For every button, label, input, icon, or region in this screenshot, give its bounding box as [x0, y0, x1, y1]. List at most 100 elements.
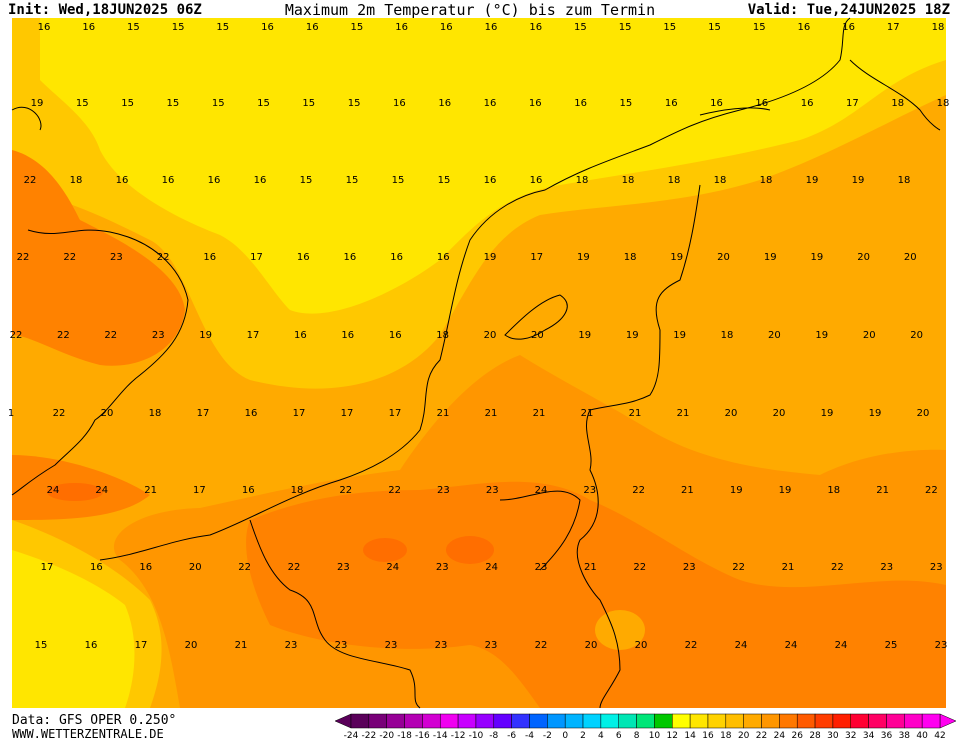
colorbar-swatch: [386, 713, 405, 729]
temperature-label: 19: [673, 330, 686, 341]
coastline: [11, 107, 189, 496]
temperature-label: 23: [535, 562, 548, 573]
temperature-label: 18: [624, 252, 637, 263]
map: [11, 17, 947, 709]
temperature-label: 15: [620, 98, 633, 109]
temperature-label: 18: [721, 330, 734, 341]
colorbar-label: -14: [433, 731, 448, 741]
colorbar-label: -12: [451, 731, 466, 741]
temperature-label: 16: [208, 175, 221, 186]
temperature-label: 24: [47, 485, 60, 496]
coastline: [576, 184, 701, 709]
temperature-label: 20: [917, 408, 930, 419]
temperature-label: 23: [436, 562, 449, 573]
temperature-label: 23: [930, 562, 943, 573]
colorbar-swatch: [404, 713, 423, 729]
temperature-label: 22: [535, 640, 548, 651]
temperature-label: 18: [891, 98, 904, 109]
temperature-label: 18: [827, 485, 840, 496]
colorbar-swatch: [689, 713, 709, 729]
temperature-label: 16: [574, 98, 587, 109]
contour-fill: [47, 483, 103, 501]
colorbar: -24 -22 -20 -18 -16 -14 -12 -10 -8 -6 -4 -2 0 2 4 6 8 10 1…: [334, 713, 957, 741]
temperature-label: 23: [485, 640, 498, 651]
temperature-label: 23: [285, 640, 298, 651]
colorbar-label: 4: [598, 731, 604, 741]
temperature-label: 19: [577, 252, 590, 263]
temperature-label: 16: [437, 252, 450, 263]
colorbar-label: 0: [562, 731, 568, 741]
colorbar-label: -4: [525, 731, 534, 741]
temperature-label: 25: [885, 640, 898, 651]
temperature-label: 23: [335, 640, 348, 651]
temperature-label: 15: [346, 175, 359, 186]
temperature-label: 16: [710, 98, 723, 109]
temperature-label: 20: [585, 640, 598, 651]
temperature-label: 22: [732, 562, 745, 573]
temperature-label: 16: [203, 252, 216, 263]
colorbar-label: 10: [649, 731, 661, 741]
contour-fill: [595, 610, 645, 650]
colorbar-arrow: [334, 713, 352, 729]
temperature-label: 15: [438, 175, 451, 186]
temperature-label: 21: [485, 408, 498, 419]
temperature-label: 17: [41, 562, 54, 573]
temperature-label: 16: [242, 485, 255, 496]
temperature-label: 16: [665, 98, 678, 109]
temperature-label: 18: [576, 175, 589, 186]
colorbar-label: 36: [881, 731, 893, 741]
colorbar-label: -6: [507, 731, 516, 741]
colorbar-swatch: [832, 713, 852, 729]
temperature-label: 22: [57, 330, 70, 341]
temperature-label: 16: [842, 22, 855, 33]
temperature-label: 20: [531, 330, 544, 341]
temperature-label: 16: [254, 175, 267, 186]
colorbar-label: 26: [791, 731, 803, 741]
temperature-label: 16: [395, 22, 408, 33]
value-labels: 16 16 15 15 15 16 16 15 16 16 16 16 15 15 15 15 15 16 16 17…: [8, 22, 950, 651]
temperature-label: 15: [574, 22, 587, 33]
temperature-label: 15: [216, 22, 229, 33]
temperature-label: 16: [798, 22, 811, 33]
temperature-label: 16: [390, 252, 403, 263]
temperature-label: 19: [31, 98, 44, 109]
temperature-label: 16: [261, 22, 274, 33]
colorbar-swatch: [921, 713, 941, 729]
temperature-label: 16: [344, 252, 357, 263]
temperature-label: 23: [435, 640, 448, 651]
temperature-label: 16: [90, 562, 103, 573]
temperature-label: 1: [8, 408, 14, 419]
colorbar-swatch: [368, 713, 387, 729]
colorbar-swatch: [422, 713, 441, 729]
temperature-label: 23: [152, 330, 165, 341]
temperature-label: 19: [199, 330, 212, 341]
colorbar-label: -16: [415, 731, 430, 741]
temperature-label: 20: [910, 330, 923, 341]
temperature-label: 18: [760, 175, 773, 186]
temperature-label: 16: [529, 22, 542, 33]
temperature-label: 23: [880, 562, 893, 573]
colorbar-swatch: [547, 713, 566, 729]
temperature-label: 21: [235, 640, 248, 651]
temperature-label: 23: [437, 485, 450, 496]
temperature-label: 22: [10, 330, 23, 341]
site-label: WWW.WETTERZENTRALE.DE: [12, 727, 164, 741]
temperature-label: 24: [386, 562, 399, 573]
colorbar-label: 6: [616, 731, 622, 741]
temperature-label: 20: [484, 330, 497, 341]
temperature-label: 19: [811, 252, 824, 263]
colorbar-swatch: [850, 713, 869, 729]
temperature-label: 22: [831, 562, 844, 573]
temperature-label: 16: [530, 175, 543, 186]
temperature-label: 15: [348, 98, 361, 109]
colorbar-swatch: [814, 713, 834, 729]
temperature-label: 20: [904, 252, 917, 263]
temperature-label: 18: [149, 408, 162, 419]
temperature-label: 22: [238, 562, 251, 573]
colorbar-swatch: [457, 713, 477, 729]
colorbar-swatch: [725, 713, 744, 729]
temperature-label: 18: [898, 175, 911, 186]
colorbar-swatch: [493, 713, 512, 729]
temperature-label: 21: [876, 485, 889, 496]
temperature-label: 15: [127, 22, 140, 33]
